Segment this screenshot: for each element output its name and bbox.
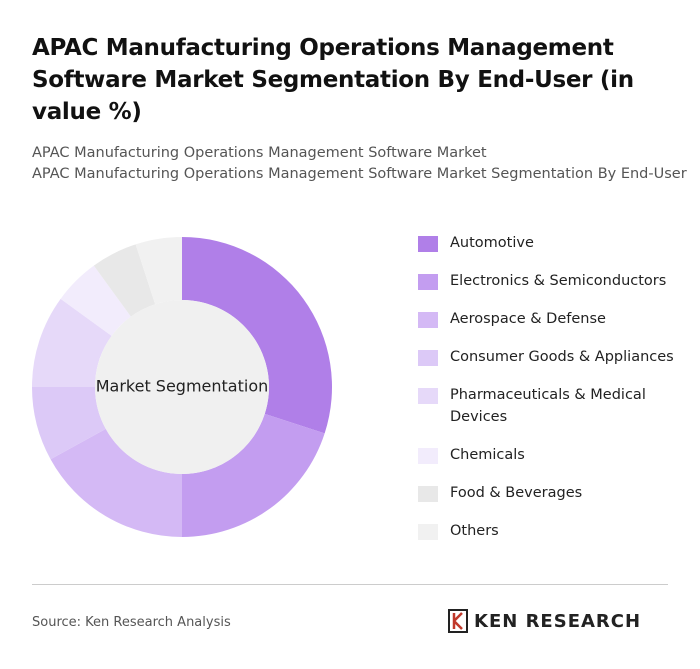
legend-item: Electronics & Semiconductors [418,270,678,292]
legend-swatch [418,524,438,540]
legend-label: Aerospace & Defense [450,311,606,327]
legend-item: Aerospace & Defense [418,308,678,330]
subtitle: APAC Manufacturing Operations Management… [32,145,487,161]
donut-slice [32,298,112,387]
legend-swatch [418,312,438,328]
subtitle: APAC Manufacturing Operations Management… [32,166,687,182]
logo-icon [448,609,468,633]
legend-swatch [418,350,438,366]
donut-slice [182,237,332,434]
donut-center [95,300,269,474]
donut-slice [50,428,182,537]
legend-item: Others [418,520,678,542]
legend-label: Others [450,523,499,539]
source: Source: Ken Research Analysis [32,615,231,630]
donut-slice [135,237,182,305]
legend-label: Electronics & Semiconductors [450,273,667,289]
donut-slice [93,244,156,317]
donut-slice [60,265,131,336]
legend-item: Automotive [418,232,678,254]
legend-item: Consumer Goods & Appliances [418,346,678,368]
legend-label: Chemicals [450,447,525,463]
legend-item: Chemicals [418,444,678,466]
divider [32,584,668,585]
chart: Market Segmentation [32,237,332,537]
legend-swatch [418,236,438,252]
legend-swatch [418,274,438,290]
legend-label: Food & Beverages [450,485,583,501]
legend-label: Automotive [450,235,534,251]
logo: KEN RESEARCH [448,609,641,633]
donut-slice [182,413,325,537]
legend-swatch [418,448,438,464]
legend-swatch [418,388,438,404]
center-label: Market Segmentation [96,377,269,396]
legend-swatch [418,486,438,502]
legend-item: Pharmaceuticals & Medical Devices [418,384,678,428]
logo-text: KEN RESEARCH [474,610,642,632]
legend-item: Food & Beverages [418,482,678,504]
legend: Automotive Electronics & Semiconductors Ae… [418,232,678,542]
legend-label: Pharmaceuticals & Medical Devices [450,387,646,425]
chart-title: APAC Manufacturing Operations Management… [32,35,634,125]
legend-label: Consumer Goods & Appliances [450,349,674,365]
donut-slice [32,387,106,460]
